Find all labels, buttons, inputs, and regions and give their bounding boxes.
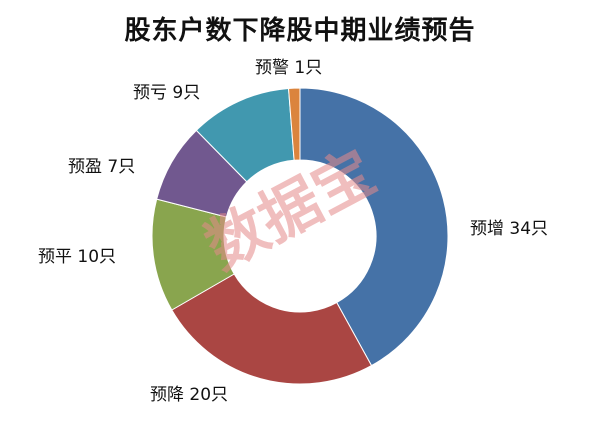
slice-label-预增: 预增 34只 bbox=[470, 219, 548, 239]
chart-title: 股东户数下降股中期业绩预告 bbox=[124, 16, 476, 46]
slice-预警 bbox=[287, 87, 301, 161]
slice-label-预警: 预警 1只 bbox=[255, 58, 322, 78]
slice-label-预平: 预平 10只 bbox=[38, 247, 116, 267]
slice-预增 bbox=[299, 87, 449, 367]
slice-label-预降: 预降 20只 bbox=[150, 385, 228, 405]
donut-slices bbox=[151, 87, 449, 385]
slice-label-预盈: 预盈 7只 bbox=[68, 157, 135, 177]
slice-预降 bbox=[171, 273, 373, 385]
slice-label-预亏: 预亏 9只 bbox=[133, 83, 200, 103]
